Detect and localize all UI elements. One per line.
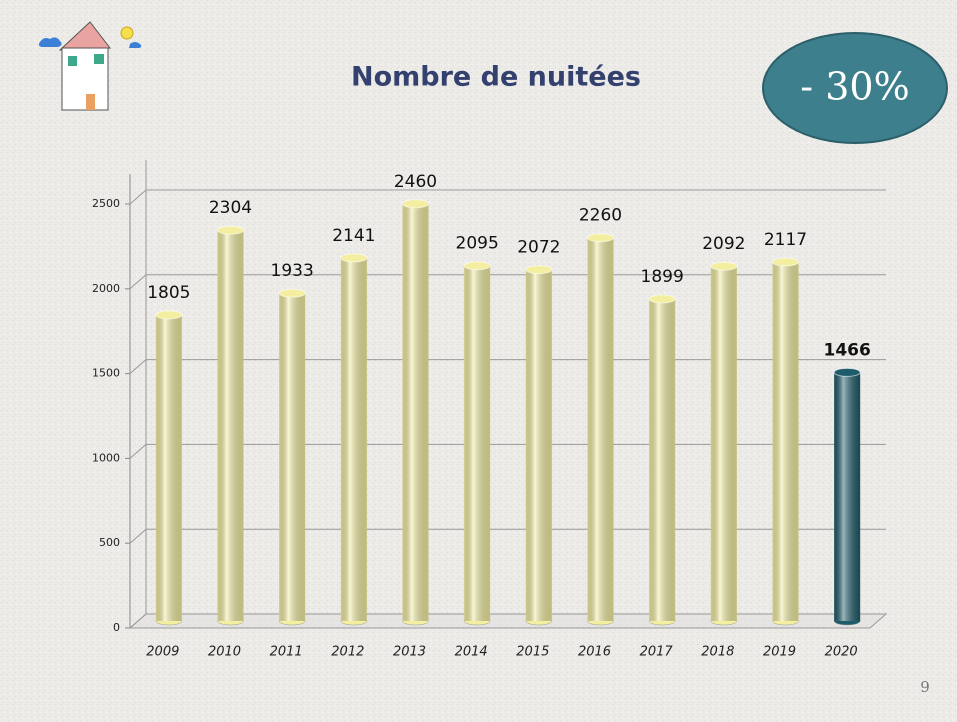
bar-shine [279,293,306,621]
plot: 0 500 1000 1500 2000 2500 1805 2009 2304 2010 1933… [92,160,888,660]
x-tick-label: 2011 [270,645,303,660]
y-tick-label: 1000 [92,451,120,464]
chart-title: Nombre de nuitées [351,62,641,93]
bar-top [587,233,614,243]
x-tick-label: 2010 [208,645,241,660]
bar-top [340,253,368,263]
bar-shine [834,372,861,621]
y-tick-label: 0 [113,621,120,634]
bar-top [833,367,861,377]
bar-shine [464,265,491,621]
grid-line [129,528,886,544]
data-label: 1466 [824,340,871,360]
bar-top [155,310,183,320]
data-label: 1805 [147,283,190,303]
x-tick-label: 2020 [825,645,858,660]
data-label: 2460 [394,172,437,192]
bar-top [278,288,306,298]
data-label: 1899 [641,267,684,287]
data-label: 1933 [271,261,314,281]
page-number: 9 [920,678,930,696]
x-tick-label: 2014 [455,645,488,660]
x-tick-label: 2018 [701,645,734,660]
bar-shine [402,203,429,621]
x-tick-label: 2013 [393,645,426,660]
y-tick-label: 1500 [92,367,120,380]
bar-shine [525,269,552,621]
grid-line [129,274,886,290]
x-tick-label: 2015 [516,645,549,660]
grid-line [129,613,886,629]
bar-shine [340,257,367,621]
data-label: 2117 [764,230,807,250]
data-label: 2260 [579,206,622,226]
x-tick-label: 2019 [763,645,796,660]
bar-shine [217,230,244,622]
data-label: 2141 [332,226,375,246]
data-label: 2072 [517,238,560,258]
grid-line [129,189,886,205]
bar-shine [155,314,182,621]
grid-line [129,443,886,459]
bar-shine [649,298,676,621]
y-tick-label: 2000 [92,282,120,295]
data-label: 2304 [209,198,252,218]
house-logo [38,21,142,111]
bar-top [710,261,738,271]
badge-text: - 30% [800,65,909,109]
data-label: 2095 [456,234,499,254]
x-tick-label: 2012 [331,645,364,660]
y-tick-label: 2500 [92,197,120,210]
bar-top [772,257,799,267]
bar-top [648,294,676,304]
bar-top [217,225,244,235]
bar-top [402,199,429,209]
bar-shine [710,266,737,621]
x-tick-label: 2016 [578,645,611,660]
x-tick-label: 2009 [146,645,179,660]
bar-top [463,261,491,271]
y-tick-label: 500 [99,536,120,549]
grid-line [129,359,886,374]
bar-shine [587,237,614,622]
x-tick-label: 2017 [640,645,674,660]
data-label: 2092 [702,234,745,254]
bar-shine [772,261,799,621]
bar-top [525,265,553,275]
badge [762,32,948,144]
